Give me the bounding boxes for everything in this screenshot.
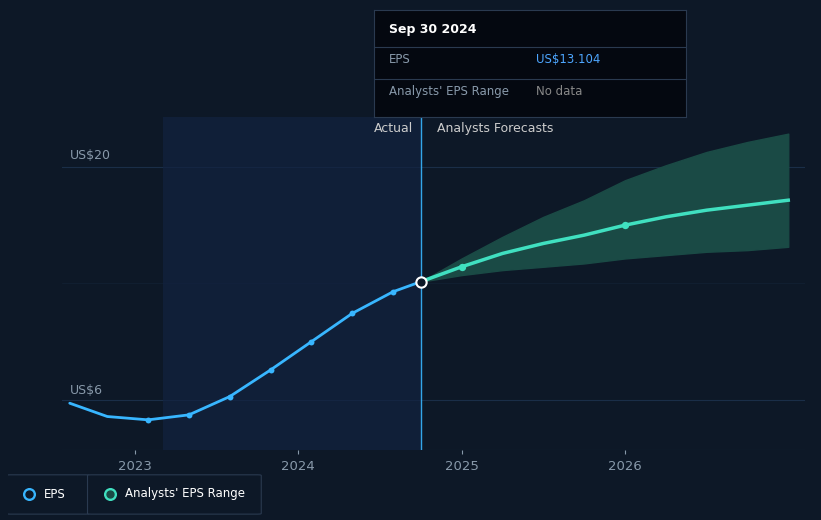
Point xyxy=(379,277,392,285)
Point xyxy=(455,263,468,271)
Point xyxy=(141,415,154,424)
Text: Analysts' EPS Range: Analysts' EPS Range xyxy=(126,488,245,500)
FancyBboxPatch shape xyxy=(88,475,261,514)
Point xyxy=(223,393,236,401)
Text: US$13.104: US$13.104 xyxy=(536,53,600,66)
Text: No data: No data xyxy=(536,85,582,98)
Text: US$20: US$20 xyxy=(70,149,111,162)
Point xyxy=(415,278,428,286)
Text: EPS: EPS xyxy=(44,488,66,500)
FancyBboxPatch shape xyxy=(7,475,89,514)
Text: EPS: EPS xyxy=(389,53,410,66)
Point xyxy=(305,337,318,346)
Point xyxy=(387,288,400,296)
Point xyxy=(618,221,631,229)
Point xyxy=(264,366,277,374)
Point xyxy=(182,411,195,419)
Point xyxy=(379,277,392,285)
Text: Analysts Forecasts: Analysts Forecasts xyxy=(437,122,553,135)
Bar xyxy=(163,117,421,450)
Text: Sep 30 2024: Sep 30 2024 xyxy=(389,23,477,36)
Text: Analysts' EPS Range: Analysts' EPS Range xyxy=(389,85,509,98)
Text: US$6: US$6 xyxy=(70,384,103,397)
Point xyxy=(346,309,359,318)
Text: Actual: Actual xyxy=(374,122,413,135)
